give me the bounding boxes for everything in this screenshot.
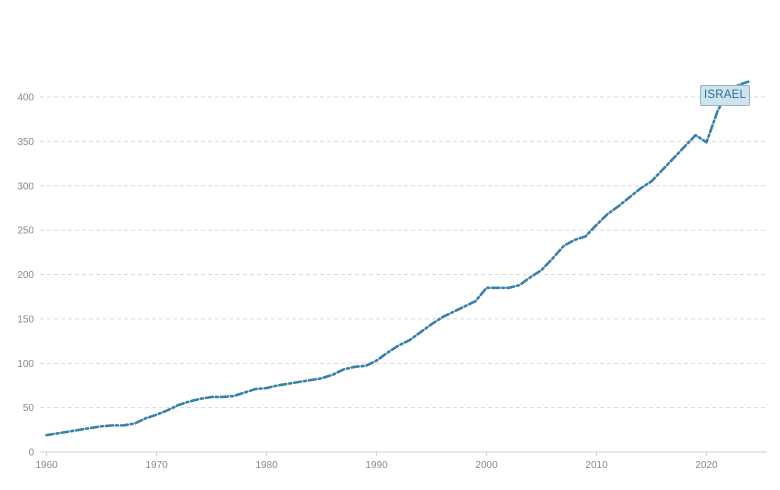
series-group bbox=[45, 79, 752, 437]
x-tick-label: 1960 bbox=[35, 460, 58, 471]
x-tick-label: 1990 bbox=[365, 460, 388, 471]
x-tick-label: 2010 bbox=[585, 460, 608, 471]
series-line-israel bbox=[45, 79, 752, 437]
grid-lines bbox=[40, 96, 767, 409]
y-tick-label: 250 bbox=[17, 226, 34, 237]
y-tick-label: 200 bbox=[17, 270, 34, 281]
x-axis-ticks: 1960 1970 1980 1990 2000 2010 2020 bbox=[35, 452, 718, 471]
y-tick-label: 150 bbox=[17, 314, 34, 325]
x-tick-label: 2000 bbox=[475, 460, 498, 471]
y-tick-label: 350 bbox=[17, 137, 34, 148]
x-tick-label: 1980 bbox=[255, 460, 278, 471]
y-tick-label: 0 bbox=[28, 448, 34, 459]
y-tick-label: 100 bbox=[17, 359, 34, 370]
y-tick-label: 400 bbox=[17, 93, 34, 104]
y-axis-ticks: 0 50 100 150 200 250 300 350 400 bbox=[17, 93, 34, 459]
y-tick-label: 50 bbox=[23, 403, 35, 414]
series-label-israel: ISRAEL bbox=[700, 85, 750, 106]
x-tick-label: 2020 bbox=[695, 460, 718, 471]
y-tick-label: 300 bbox=[17, 181, 34, 192]
x-tick-label: 1970 bbox=[145, 460, 168, 471]
